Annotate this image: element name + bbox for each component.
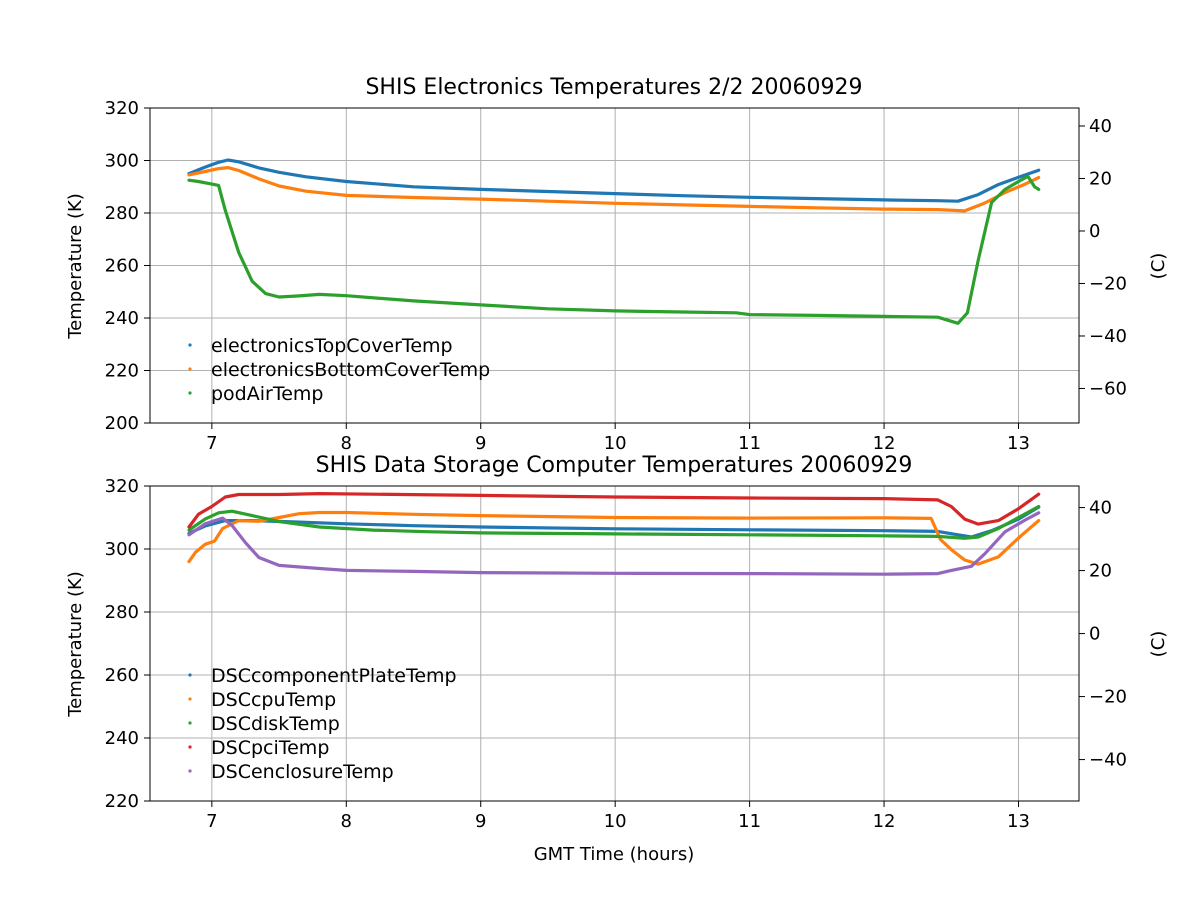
x-tick-label: 10 xyxy=(604,433,627,454)
right-tick-label: 20 xyxy=(1089,561,1112,582)
x-tick-label: 8 xyxy=(341,433,352,454)
right-tick-label: −20 xyxy=(1089,273,1127,294)
y-tick-label: 300 xyxy=(105,151,139,172)
x-tick-label: 12 xyxy=(873,811,896,832)
y-axis-label: Temperature (K) xyxy=(65,571,86,718)
x-tick-label: 13 xyxy=(1007,811,1030,832)
x-tick-label: 11 xyxy=(738,811,761,832)
y-tick-label: 320 xyxy=(105,98,139,119)
legend: electronicsTopCoverTempelectronicsBottom… xyxy=(188,335,490,405)
legend-marker xyxy=(188,697,192,701)
right-axis-label: (C) xyxy=(1148,631,1169,658)
legend-label: DSCdiskTemp xyxy=(211,713,340,735)
right-axis-label: (C) xyxy=(1148,253,1169,280)
x-tick-label: 7 xyxy=(206,433,217,454)
legend-label: electronicsTopCoverTemp xyxy=(211,335,453,357)
right-tick-label: −40 xyxy=(1089,750,1127,771)
chart-title: SHIS Data Storage Computer Temperatures … xyxy=(316,453,913,478)
y-tick-label: 280 xyxy=(105,203,139,224)
right-tick-label: −60 xyxy=(1089,378,1127,399)
series-line-electronicsBottomCoverTemp xyxy=(187,166,1041,213)
legend-marker xyxy=(188,367,192,371)
series-line-podAirTemp xyxy=(187,174,1041,325)
legend-marker xyxy=(188,721,192,725)
legend: DSCcomponentPlateTempDSCcpuTempDSCdiskTe… xyxy=(188,665,457,783)
right-tick-label: 40 xyxy=(1089,116,1112,137)
x-tick-label: 10 xyxy=(604,811,627,832)
series-lines xyxy=(187,158,1041,325)
legend-marker xyxy=(188,343,192,347)
legend-marker xyxy=(188,769,192,773)
x-tick-label: 9 xyxy=(475,811,486,832)
series-line-DSCenclosureTemp xyxy=(187,511,1041,576)
y-tick-label: 220 xyxy=(105,361,139,382)
y-tick-label: 320 xyxy=(105,476,139,497)
y-tick-label: 260 xyxy=(105,665,139,686)
y-tick-label: 280 xyxy=(105,602,139,623)
y-tick-label: 260 xyxy=(105,256,139,277)
right-tick-label: 0 xyxy=(1089,624,1100,645)
y-axis-ticks: 220 240 260 280 300 320 xyxy=(105,476,150,812)
y-axis-ticks: 200 220 240 260 280 300 320 xyxy=(105,98,150,434)
y-tick-label: 240 xyxy=(105,308,139,329)
legend-label: DSCpciTemp xyxy=(211,737,329,759)
series-line-DSCdiskTemp xyxy=(187,504,1041,540)
right-axis-ticks: −40 −20 0 20 40 xyxy=(1079,498,1127,771)
x-tick-label: 9 xyxy=(475,433,486,454)
series-lines xyxy=(187,492,1041,576)
x-axis-ticks: 7 8 9 10 11 12 13 xyxy=(206,801,1030,832)
right-tick-label: 40 xyxy=(1089,498,1112,519)
legend-marker xyxy=(188,673,192,677)
chart-title: SHIS Electronics Temperatures 2/2 200609… xyxy=(365,75,862,100)
right-tick-label: 0 xyxy=(1089,221,1100,242)
legend-label: DSCenclosureTemp xyxy=(211,761,394,783)
x-tick-label: 8 xyxy=(341,811,352,832)
right-tick-label: −20 xyxy=(1089,687,1127,708)
x-tick-label: 11 xyxy=(738,433,761,454)
right-tick-label: −40 xyxy=(1089,326,1127,347)
y-tick-label: 200 xyxy=(105,413,139,434)
electronics-temperature-chart: SHIS Electronics Temperatures 2/2 200609… xyxy=(65,75,1169,454)
data-storage-temperature-chart: SHIS Data Storage Computer Temperatures … xyxy=(65,453,1169,865)
y-tick-label: 300 xyxy=(105,539,139,560)
y-tick-label: 240 xyxy=(105,728,139,749)
legend-marker xyxy=(188,391,192,395)
x-tick-label: 12 xyxy=(873,433,896,454)
series-line-electronicsTopCoverTemp xyxy=(187,158,1041,203)
x-axis-label: GMT Time (hours) xyxy=(534,844,695,865)
series-line-DSCcpuTemp xyxy=(187,510,1041,566)
x-tick-label: 7 xyxy=(206,811,217,832)
right-tick-label: 20 xyxy=(1089,168,1112,189)
y-tick-label: 220 xyxy=(105,791,139,812)
x-axis-ticks: 7 8 9 10 11 12 13 xyxy=(206,423,1030,454)
plot-frame xyxy=(149,485,1080,802)
legend-label: electronicsBottomCoverTemp xyxy=(211,359,490,381)
legend-marker xyxy=(188,745,192,749)
legend-label: DSCcpuTemp xyxy=(211,689,336,711)
legend-label: podAirTemp xyxy=(211,383,323,405)
right-axis-ticks: −60 −40 −20 0 20 40 xyxy=(1079,116,1127,399)
legend-label: DSCcomponentPlateTemp xyxy=(211,665,457,687)
x-tick-label: 13 xyxy=(1007,433,1030,454)
y-axis-label: Temperature (K) xyxy=(65,193,86,340)
series-line-DSCpciTemp xyxy=(187,492,1041,529)
